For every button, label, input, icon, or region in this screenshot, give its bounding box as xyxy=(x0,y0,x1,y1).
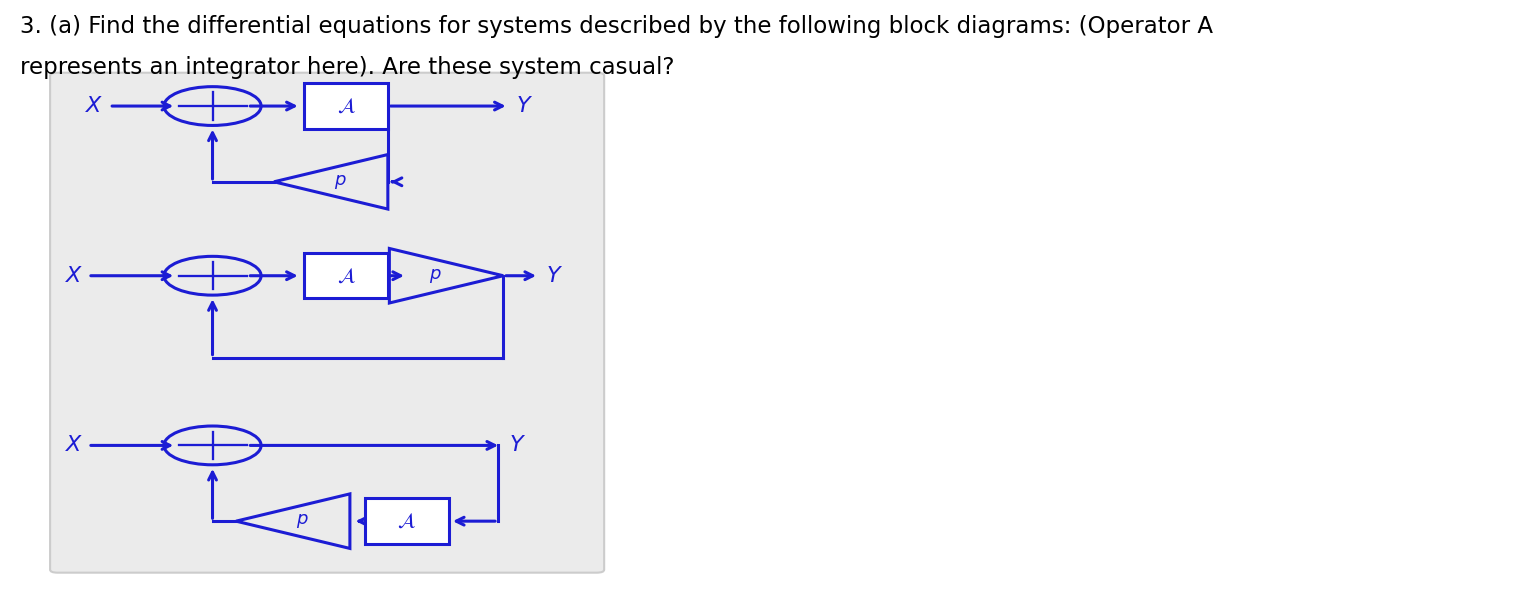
Text: $p$: $p$ xyxy=(296,512,308,530)
Text: $\mathcal{A}$: $\mathcal{A}$ xyxy=(398,511,416,531)
Text: 3. (a) Find the differential equations for systems described by the following bl: 3. (a) Find the differential equations f… xyxy=(20,15,1213,38)
Text: $X$: $X$ xyxy=(85,95,103,117)
Text: $p$: $p$ xyxy=(334,173,346,191)
Text: $p$: $p$ xyxy=(428,267,442,285)
Text: $X$: $X$ xyxy=(65,435,83,456)
Text: $Y$: $Y$ xyxy=(516,95,533,117)
Text: $\mathcal{A}$: $\mathcal{A}$ xyxy=(337,96,355,116)
FancyBboxPatch shape xyxy=(50,73,604,573)
Bar xyxy=(366,498,449,544)
Bar xyxy=(305,253,389,298)
Text: $Y$: $Y$ xyxy=(509,435,525,456)
Text: $\mathcal{A}$: $\mathcal{A}$ xyxy=(337,266,355,285)
Text: $Y$: $Y$ xyxy=(546,265,563,287)
Text: $X$: $X$ xyxy=(65,265,83,287)
Text: represents an integrator here). Are these system casual?: represents an integrator here). Are thes… xyxy=(20,56,674,79)
Bar xyxy=(305,84,389,129)
